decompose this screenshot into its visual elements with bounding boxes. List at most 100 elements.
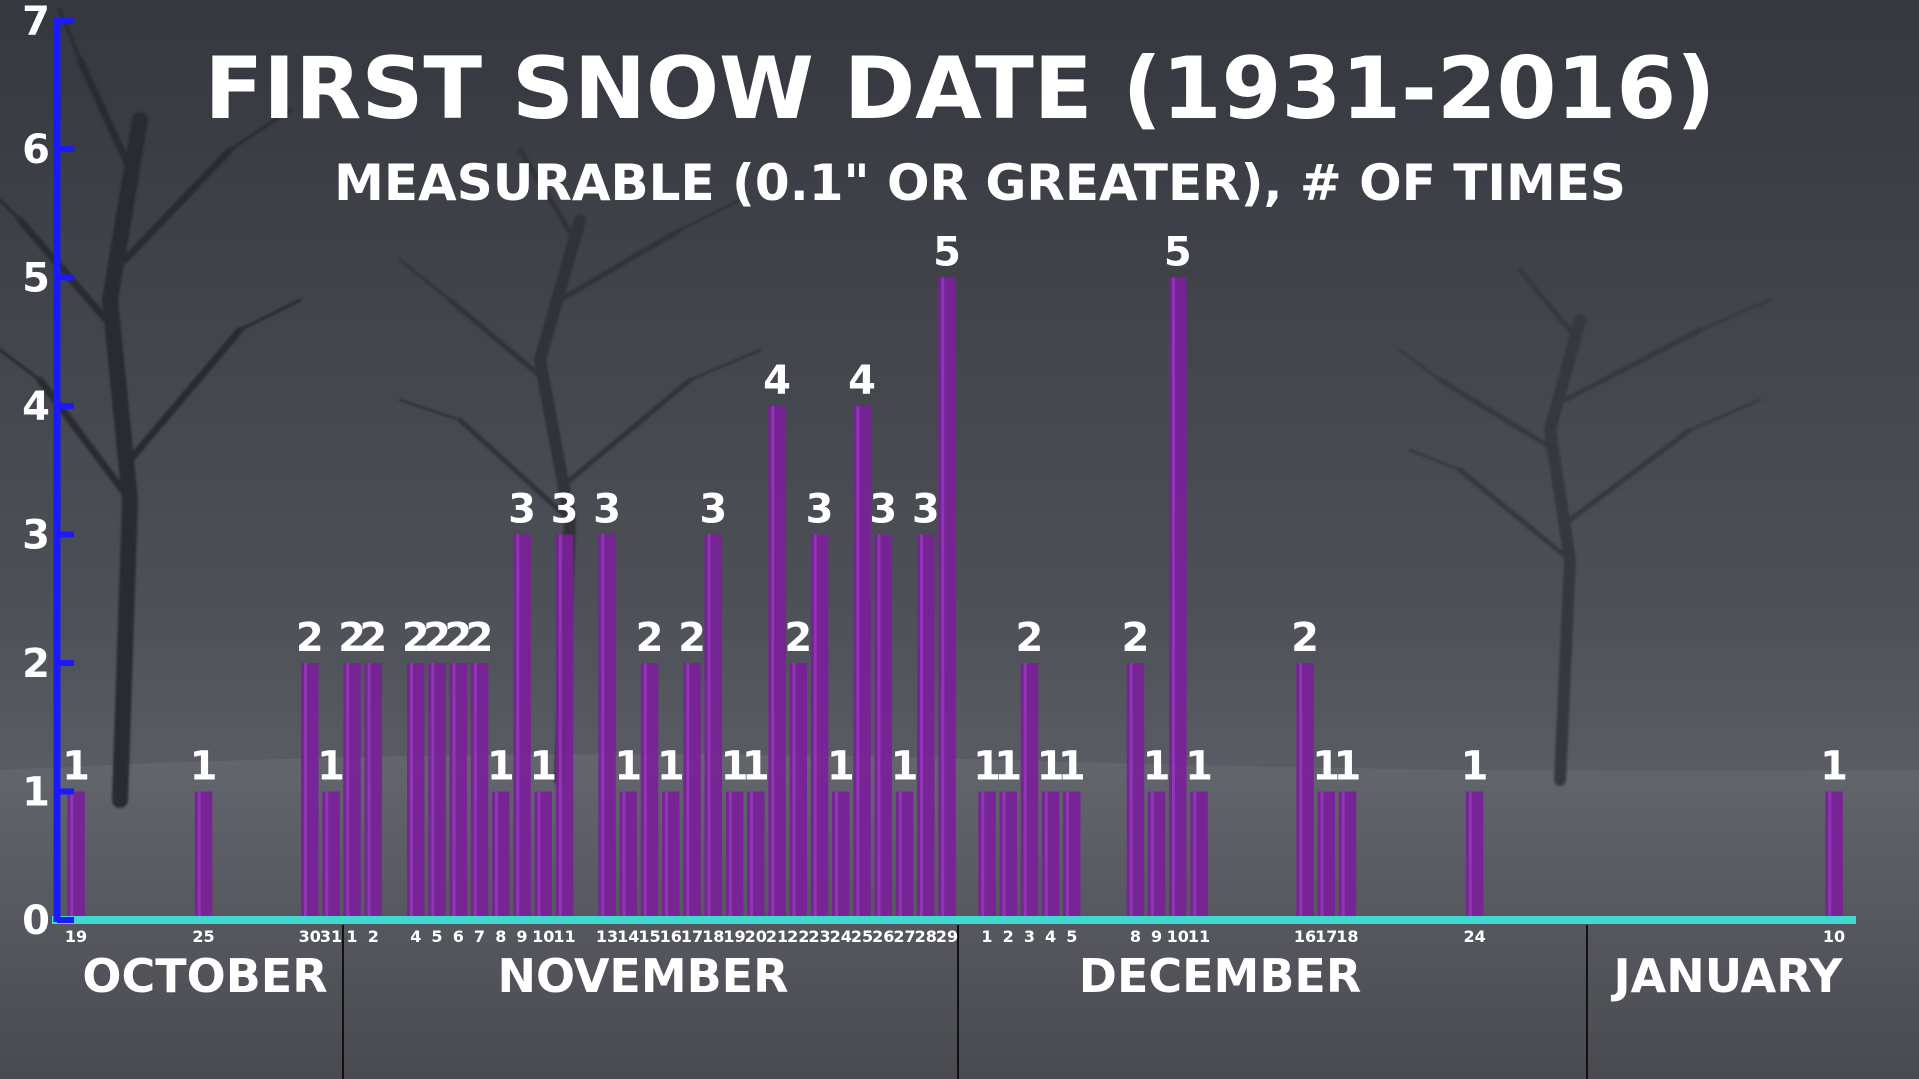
bar [534,791,552,920]
day-tick-label: 22 [787,927,809,946]
bar-value-label: 1 [1820,744,1848,790]
bar-value-label: 1 [827,744,855,790]
day-tick-label: 25 [851,927,873,946]
day-tick-label: 17 [681,927,703,946]
bar [917,534,935,920]
bar [832,791,850,920]
day-tick-label: 6 [453,927,464,946]
day-tick-label: 28 [915,927,937,946]
bar-highlight [686,663,690,920]
bar [768,406,786,920]
bar [789,663,807,920]
bar-highlight [1828,791,1832,920]
bar-highlight [728,791,732,920]
bar-highlight [367,663,371,920]
y-axis-ticks: 0 1 2 3 4 5 6 7 [22,0,74,944]
day-tick-label: 24 [1463,927,1485,946]
day-tick-label: 7 [474,927,485,946]
day-tick-label: 24 [830,927,852,946]
day-tick-label: 21 [766,927,788,946]
bar [492,791,510,920]
bar-value-label: 2 [636,615,664,661]
bar [1063,791,1081,920]
y-tick-label: 3 [22,513,50,559]
bar [640,663,659,920]
day-tick-label: 8 [1130,927,1141,946]
day-tick-label: 3 [1024,927,1035,946]
bar [874,534,892,920]
bar [683,663,701,920]
bar-value-label: 2 [338,615,366,661]
bar [194,791,213,920]
day-tick-label: 18 [1336,927,1358,946]
bar-highlight [665,791,668,920]
bar-highlight [1023,663,1027,920]
day-tick-label: 23 [808,927,830,946]
day-tick-label: 5 [431,927,442,946]
day-tick-label: 14 [617,927,639,946]
month-label: DECEMBER [1079,949,1361,1003]
bar-highlight [1044,791,1048,920]
bar-value-label: 1 [891,744,919,790]
day-tick-label: 10 [1167,927,1189,946]
bar [999,791,1017,920]
bar-highlight [920,534,923,920]
bar-value-label: 3 [551,487,579,533]
bar-highlight [431,663,435,920]
bar-value-label: 1 [1058,744,1086,790]
bar-value-label: 2 [1015,615,1043,661]
bar-highlight [1193,791,1197,920]
bar-highlight [495,791,498,920]
bar-value-label: 1 [190,744,218,790]
bar [1147,791,1166,920]
bar [1338,791,1357,920]
day-tick-label: 9 [1151,927,1162,946]
bar [1296,663,1314,920]
bar [598,534,616,920]
bar-highlight [622,791,626,920]
y-tick-label: 1 [22,770,50,816]
day-tick-label: 2 [368,927,379,946]
bar-highlight [792,663,796,920]
month-dividers [342,925,1588,1079]
bar-value-label: 3 [912,487,940,533]
day-tick-label: 4 [410,927,421,946]
bar-highlight [1320,791,1324,920]
bar [1041,791,1060,920]
day-tick-label: 25 [192,927,214,946]
month-label: NOVEMBER [497,949,788,1003]
bar [619,791,637,920]
bar-highlight [750,791,753,920]
bar-highlight [1129,663,1133,920]
month-label: JANUARY [1611,949,1844,1003]
day-tick-label: 13 [596,927,618,946]
bar-value-label: 1 [1185,744,1213,790]
bar-value-label: 2 [1291,615,1319,661]
bar [1190,791,1208,920]
bar-value-label: 4 [848,358,876,404]
bar-highlight [304,663,307,920]
bar-highlight [1468,791,1472,920]
bar-highlight [813,534,817,920]
day-tick-label: 1 [346,927,357,946]
bar-highlight [325,791,329,920]
day-tick-label: 19 [65,927,87,946]
bar-highlight [558,534,562,920]
y-tick-label: 6 [22,127,50,173]
day-tick-label: 10 [1823,927,1845,946]
bar [343,663,361,920]
bar-value-label: 2 [296,615,324,661]
y-tick-label: 2 [22,641,50,687]
bar-highlight [473,663,477,920]
bar [853,406,871,920]
bar-value-label: 1 [994,744,1022,790]
bar [938,277,956,920]
day-tick-label: 30 [299,927,321,946]
bar [449,663,467,920]
bar [555,534,574,920]
bar [1169,277,1187,920]
chart-title: FIRST SNOW DATE (1931-2016) [205,39,1716,139]
day-tick-label: 20 [745,927,767,946]
bar-value-label: 1 [1037,744,1065,790]
